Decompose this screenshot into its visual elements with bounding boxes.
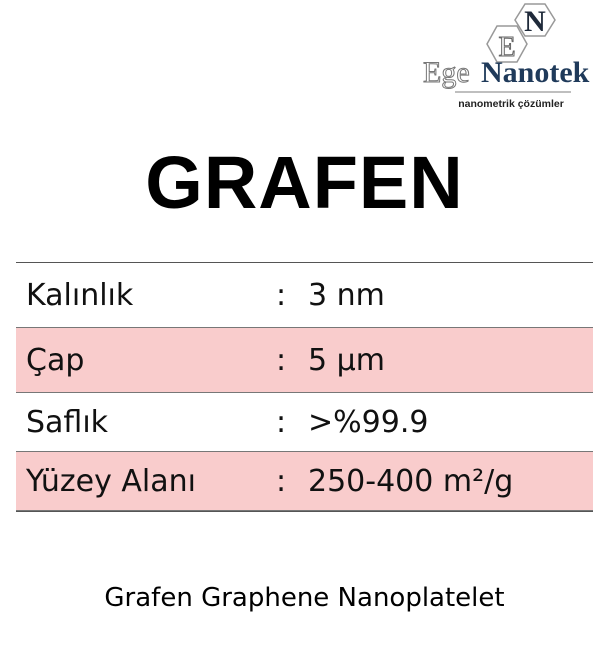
spec-label: Yüzey Alanı [26,463,196,499]
spec-label: Kalınlık [26,277,134,313]
svg-text:Ege: Ege [423,56,470,89]
svg-text:E: E [498,32,515,63]
spec-value: 250-400 m²/g [308,463,514,499]
spec-table: Kalınlık : 3 nm Çap : 5 µm Saflık : >%99… [16,262,593,512]
spec-separator: : [276,277,287,313]
spec-value: >%99.9 [308,404,429,440]
spec-separator: : [276,404,287,440]
svg-text:N: N [524,5,546,38]
spec-value: 5 µm [308,342,385,378]
product-subtitle: Grafen Graphene Nanoplatelet [104,583,505,613]
spec-row-thickness: Kalınlık : 3 nm [16,263,593,327]
ege-nanotek-logo: E N Ege Nanotek nanometrik çözümler [415,2,607,114]
spec-separator: : [276,342,287,378]
spec-value: 3 nm [308,277,385,313]
spec-separator: : [276,463,287,499]
spec-row-diameter: Çap : 5 µm [16,327,593,393]
spec-label: Saflık [26,404,109,440]
spec-label: Çap [26,342,85,378]
spec-row-purity: Saflık : >%99.9 [16,393,593,451]
svg-text:nanometrik çözümler: nanometrik çözümler [458,98,564,110]
spec-row-surface-area: Yüzey Alanı : 250-400 m²/g [16,451,593,511]
product-title: GRAFEN [145,141,464,224]
svg-text:Nanotek: Nanotek [481,56,590,89]
